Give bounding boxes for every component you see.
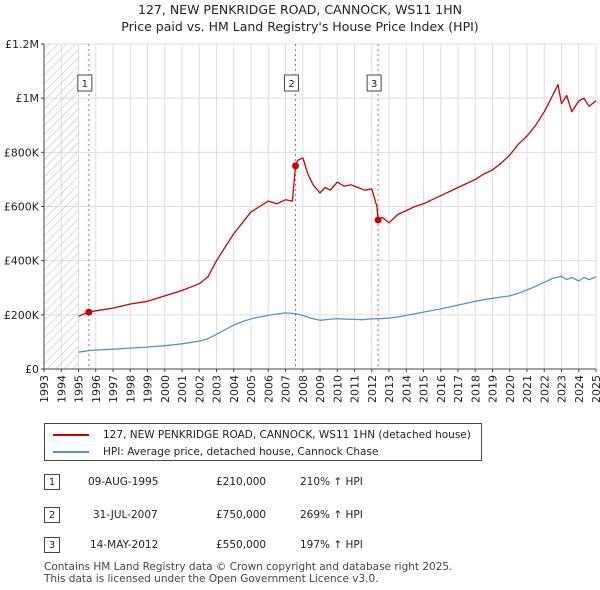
footer-copyright: Contains HM Land Registry data © Crown c… bbox=[44, 561, 453, 573]
x-tick-label: 1995 bbox=[73, 375, 86, 403]
sale-badge-box bbox=[284, 74, 300, 92]
y-tick-label: £400K bbox=[4, 255, 40, 268]
price-chart: 127, NEW PENKRIDGE ROAD, CANNOCK, WS11 1… bbox=[4, 2, 600, 403]
sale-badge-label: 3 bbox=[371, 79, 377, 90]
transaction-date: 14-MAY-2012 bbox=[90, 539, 159, 551]
sale-badges: 1 2 3 bbox=[77, 74, 382, 92]
x-tick-label: 2017 bbox=[452, 375, 465, 403]
x-tick-label: 1996 bbox=[90, 375, 103, 403]
transaction-row: 3 14-MAY-2012 £550,000 197% ↑ HPI bbox=[44, 537, 484, 555]
x-tick-label: 2010 bbox=[331, 375, 344, 403]
sale-badge-label: 2 bbox=[288, 79, 294, 90]
x-tick-label: 2012 bbox=[366, 375, 379, 403]
legend: 127, NEW PENKRIDGE ROAD, CANNOCK, WS11 1… bbox=[44, 423, 482, 461]
y-tick-label: £200K bbox=[4, 309, 40, 322]
x-tick-label: 2013 bbox=[383, 375, 396, 403]
transaction-badge: 3 bbox=[44, 537, 60, 553]
transaction-price: £210,000 bbox=[216, 476, 267, 488]
sale-point bbox=[374, 216, 382, 224]
x-tick-label: 2008 bbox=[297, 375, 310, 403]
x-tick-label: 2002 bbox=[193, 375, 206, 403]
y-tick-label: £600K bbox=[4, 201, 40, 214]
legend-item-property: 127, NEW PENKRIDGE ROAD, CANNOCK, WS11 1… bbox=[53, 427, 471, 443]
sale-points bbox=[85, 162, 382, 316]
footer-licence: This data is licensed under the Open Gov… bbox=[44, 573, 379, 585]
x-tick-label: 2000 bbox=[159, 375, 172, 403]
sale-badge-box bbox=[366, 74, 382, 92]
transaction-change: 269% ↑ HPI bbox=[300, 509, 363, 521]
x-tick-label: 2022 bbox=[538, 375, 551, 403]
x-tick-label: 2004 bbox=[228, 375, 241, 403]
x-tick-label: 1998 bbox=[124, 375, 137, 403]
legend-swatch-property bbox=[53, 434, 89, 436]
x-tick-label: 1997 bbox=[107, 375, 120, 403]
x-tick-label: 2011 bbox=[349, 375, 362, 403]
series-lines bbox=[78, 83, 597, 353]
x-axis-ticks: 1993 1994 1995 1996 1997 1998 1999 2000 2001 2002… bbox=[38, 369, 600, 403]
legend-item-hpi: HPI: Average price, detached house, Cann… bbox=[53, 444, 378, 460]
transaction-change: 197% ↑ HPI bbox=[300, 539, 363, 551]
x-tick-label: 2014 bbox=[400, 375, 413, 403]
transaction-price: £550,000 bbox=[216, 539, 267, 551]
y-tick-label: £0 bbox=[25, 363, 39, 376]
x-tick-label: 1999 bbox=[142, 375, 155, 403]
x-tick-label: 2015 bbox=[418, 375, 431, 403]
x-tick-label: 2009 bbox=[314, 375, 327, 403]
y-tick-label: £800K bbox=[4, 146, 40, 159]
x-tick-label: 2019 bbox=[487, 375, 500, 403]
sale-point bbox=[85, 308, 93, 316]
x-tick-label: 1993 bbox=[38, 375, 51, 403]
property-price-line bbox=[78, 83, 597, 317]
transaction-date: 09-AUG-1995 bbox=[88, 476, 159, 488]
transaction-date: 31-JUL-2007 bbox=[93, 509, 158, 521]
legend-swatch-hpi bbox=[53, 451, 89, 453]
x-tick-label: 1994 bbox=[55, 375, 68, 403]
chart-title: 127, NEW PENKRIDGE ROAD, CANNOCK, WS11 1… bbox=[138, 2, 462, 17]
sale-badge-label: 1 bbox=[82, 79, 88, 90]
pre-data-hatch bbox=[44, 44, 79, 369]
x-tick-label: 2018 bbox=[469, 375, 482, 403]
transaction-badge: 1 bbox=[44, 474, 60, 490]
transaction-row: 1 09-AUG-1995 £210,000 210% ↑ HPI bbox=[44, 474, 484, 492]
x-tick-label: 2001 bbox=[176, 375, 189, 403]
hpi-line bbox=[78, 275, 597, 353]
x-tick-label: 2007 bbox=[280, 375, 293, 403]
transaction-row: 2 31-JUL-2007 £750,000 269% ↑ HPI bbox=[44, 507, 484, 525]
x-tick-label: 2020 bbox=[504, 375, 517, 403]
chart-subtitle: Price paid vs. HM Land Registry's House … bbox=[121, 19, 478, 34]
x-tick-label: 2021 bbox=[521, 375, 534, 403]
transaction-badge: 2 bbox=[44, 507, 60, 523]
x-tick-label: 2024 bbox=[573, 375, 586, 403]
y-axis-ticks: £0 £200K £400K £600K £800K £1M £1.2M bbox=[4, 38, 44, 376]
transaction-price: £750,000 bbox=[216, 509, 267, 521]
sale-point bbox=[292, 162, 300, 170]
x-tick-label: 2005 bbox=[245, 375, 258, 403]
x-tick-label: 2006 bbox=[262, 375, 275, 403]
y-tick-label: £1.2M bbox=[5, 38, 39, 51]
y-tick-label: £1M bbox=[16, 92, 40, 105]
hatched-region bbox=[44, 44, 79, 369]
x-tick-label: 2003 bbox=[211, 375, 224, 403]
legend-label-hpi: HPI: Average price, detached house, Cann… bbox=[103, 446, 379, 458]
x-tick-label: 2016 bbox=[435, 375, 448, 403]
transaction-change: 210% ↑ HPI bbox=[300, 476, 363, 488]
sale-badge-box bbox=[77, 74, 93, 92]
legend-label-property: 127, NEW PENKRIDGE ROAD, CANNOCK, WS11 1… bbox=[103, 429, 471, 441]
x-tick-label: 2023 bbox=[556, 375, 569, 403]
x-tick-label: 2025 bbox=[590, 375, 600, 403]
